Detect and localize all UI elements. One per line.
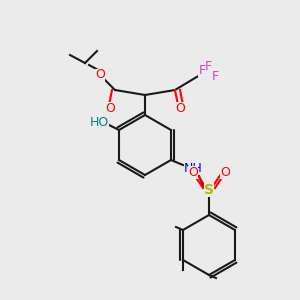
Text: O: O (95, 68, 105, 82)
Text: F: F (212, 70, 219, 83)
Text: HO: HO (89, 116, 109, 130)
Text: O: O (105, 101, 115, 115)
Text: O: O (188, 166, 198, 178)
Text: NH: NH (184, 161, 202, 175)
Text: O: O (175, 101, 185, 115)
Text: O: O (220, 166, 230, 178)
Text: S: S (204, 183, 214, 197)
Text: F: F (198, 64, 206, 76)
Text: F: F (204, 61, 211, 74)
